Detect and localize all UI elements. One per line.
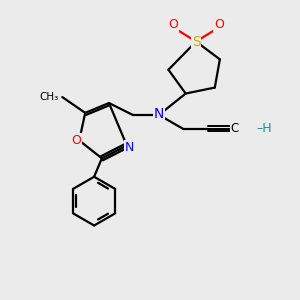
Text: C: C [231, 122, 239, 135]
Text: O: O [214, 18, 224, 31]
Text: CH₃: CH₃ [40, 92, 59, 101]
Text: N: N [154, 107, 164, 121]
Text: O: O [71, 134, 81, 147]
Text: O: O [168, 18, 178, 31]
Text: N: N [125, 140, 134, 154]
Text: S: S [192, 34, 200, 49]
Text: –H: –H [256, 122, 272, 135]
